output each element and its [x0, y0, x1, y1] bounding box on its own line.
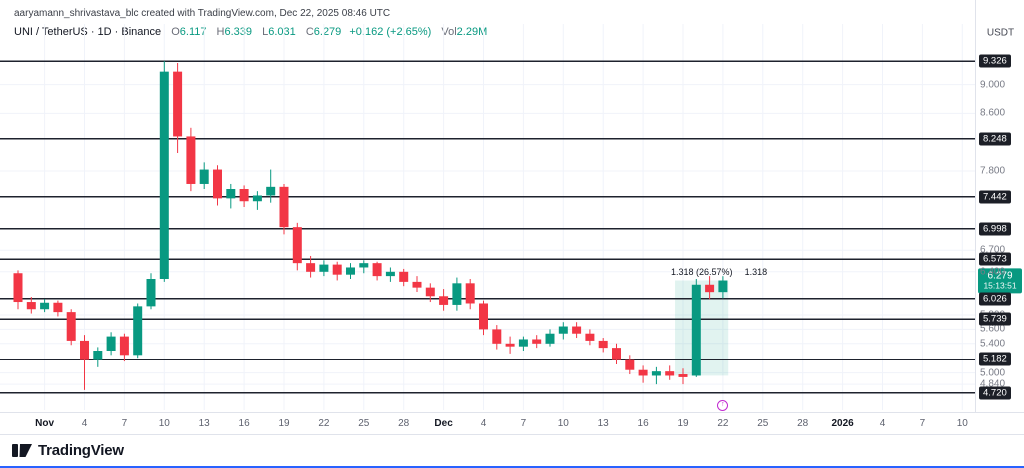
- time-tick-label: 22: [717, 418, 729, 429]
- volume-label: Vol: [441, 26, 457, 38]
- close-label: C: [305, 26, 314, 38]
- measure-annotation: 1.318 (26.57%) 1.318: [671, 267, 767, 277]
- price-level-badge: 8.248: [979, 132, 1011, 146]
- price-tick-label: 7.800: [980, 165, 1006, 177]
- time-tick-label: 25: [757, 418, 769, 429]
- price-axis[interactable]: USDT 6.279 15:13:51 9.000 8.600 7.800 6.700…: [975, 0, 1024, 412]
- time-tick-label: 25: [358, 418, 370, 429]
- time-tick-label: 19: [278, 418, 290, 429]
- time-tick-label: Nov: [35, 418, 55, 429]
- time-tick-label: 10: [956, 418, 968, 429]
- open-value: 6.117: [179, 26, 207, 38]
- time-tick-label: 28: [797, 418, 809, 429]
- price-change: +0.162 (+2.65%): [349, 26, 432, 38]
- time-axis[interactable]: Nov 4 7 10 13 16 19 22 25 28 Dec 4 7 10 13 16 19 22 25 28 20…: [0, 412, 1024, 435]
- current-price-badge: 6.279 15:13:51: [978, 267, 1022, 294]
- price-tick-label: 5.000: [980, 367, 1006, 379]
- price-level-badge: 7.442: [979, 190, 1011, 204]
- time-tick-label: 4: [480, 418, 487, 429]
- time-tick-label: 19: [677, 418, 689, 429]
- bar-countdown: 15:13:51: [983, 280, 1017, 291]
- tradingview-logo-icon: [12, 444, 32, 457]
- low-value: 6.031: [268, 26, 296, 38]
- price-tick-label: 6.700: [980, 244, 1006, 256]
- measure-secondary-value: 1.318: [744, 266, 768, 277]
- price-tick-label: 6.400: [980, 266, 1006, 278]
- price-level-badge: 5.182: [979, 352, 1011, 366]
- time-tick-label: 22: [318, 418, 330, 429]
- time-tick-label: 7: [121, 418, 128, 429]
- price-tick-label: 5.400: [980, 338, 1006, 350]
- time-tick-label: 13: [597, 418, 609, 429]
- low-label: L: [262, 26, 269, 38]
- event-marker-icon[interactable]: ↑: [717, 400, 729, 411]
- price-tick-label: 4.840: [980, 378, 1006, 390]
- price-level-badge: 6.573: [979, 252, 1011, 266]
- close-value: 6.279: [313, 26, 342, 38]
- bottom-accent-line: [0, 466, 1024, 468]
- tradingview-logo[interactable]: TradingView: [12, 442, 124, 459]
- price-tick-label: 8.600: [980, 107, 1006, 119]
- price-level-badge: 5.739: [979, 312, 1011, 326]
- time-tick-label: 4: [81, 418, 88, 429]
- high-value: 6.339: [224, 26, 253, 38]
- time-tick-label: 16: [238, 418, 250, 429]
- time-tick-label: 10: [158, 418, 170, 429]
- current-price: 6.279: [987, 269, 1013, 281]
- bottom-toolbar: TradingView: [0, 434, 1024, 467]
- time-tick-label: 7: [919, 418, 926, 429]
- price-level-badge: 4.720: [979, 386, 1011, 400]
- measure-range-value: 1.318 (26.57%): [671, 266, 733, 277]
- attribution-text: aaryamann_shrivastava_blc created with T…: [14, 8, 391, 19]
- price-level-badge: 6.026: [979, 292, 1011, 306]
- time-tick-label: 10: [557, 418, 569, 429]
- time-tick-label: 2026: [831, 418, 854, 429]
- time-tick-label: 13: [198, 418, 210, 429]
- time-tick-label: 4: [879, 418, 886, 429]
- tradingview-brand-text: TradingView: [38, 442, 124, 459]
- time-tick-label: 16: [637, 418, 649, 429]
- time-tick-label: Dec: [434, 418, 453, 429]
- candlestick-chart[interactable]: [0, 0, 975, 412]
- high-label: H: [216, 26, 225, 38]
- price-tick-label: 5.600: [980, 323, 1006, 335]
- time-tick-label: 7: [520, 418, 527, 429]
- volume-value: 2.29M: [456, 26, 488, 38]
- price-level-badge: 6.998: [979, 222, 1011, 236]
- open-label: O: [171, 26, 180, 38]
- time-tick-label: 28: [398, 418, 410, 429]
- price-tick-label: 9.000: [980, 79, 1006, 91]
- currency-label: USDT: [986, 27, 1015, 39]
- price-level-badge: 9.326: [979, 54, 1011, 68]
